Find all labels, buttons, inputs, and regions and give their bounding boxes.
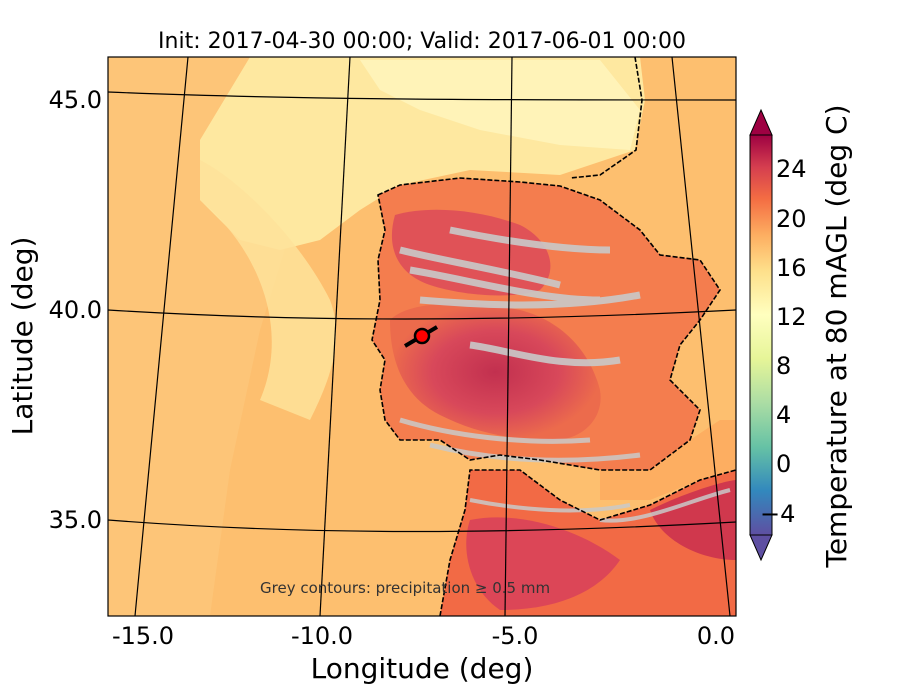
- north-sea-strip: [200, 160, 337, 420]
- colorbar-label: Temperature at 80 mAGL (deg C): [820, 104, 853, 568]
- graticule-lon-0: [671, 57, 731, 616]
- iberia-hot-core: [390, 303, 601, 441]
- north-africa-hot: [466, 517, 620, 610]
- plot-frame: [107, 56, 737, 617]
- bay-of-biscay-coolest: [360, 60, 640, 150]
- marker-point: [413, 327, 431, 345]
- colorbar-tick-label: 20: [776, 205, 807, 233]
- colorbar-bottom-arrow: [749, 534, 773, 562]
- coastline-africa: [439, 469, 736, 616]
- precip-contours-central: [399, 226, 641, 367]
- colorbar-body: [749, 134, 773, 536]
- coastline-france: [569, 57, 643, 179]
- map-area: [108, 57, 736, 616]
- x-tick-label: -5.0: [492, 622, 539, 650]
- y-tick-label: 35.0: [49, 506, 102, 534]
- colorbar-tick-label: 4: [776, 401, 791, 429]
- graticule-lat-35: [108, 519, 736, 533]
- x-tick-label: -15.0: [112, 622, 174, 650]
- colorbar-top-arrow: [749, 108, 773, 136]
- colorbar-ticks: 24 20 16 12 8 4 0 −4: [760, 155, 807, 528]
- x-tick-label: -10.0: [291, 622, 353, 650]
- colorbar-tick-label: 24: [776, 155, 807, 183]
- y-tick-label: 45.0: [49, 86, 102, 114]
- y-tick-label: 40.0: [49, 296, 102, 324]
- precip-contours-south: [399, 417, 641, 463]
- graticule-lon-minus15: [134, 57, 189, 616]
- colorbar: 24 20 16 12 8 4 0 −4 Temperature at 80 m…: [749, 104, 853, 569]
- x-tick-label: 0.0: [697, 622, 735, 650]
- station-marker: [403, 325, 439, 348]
- coastline: [371, 177, 721, 471]
- colorbar-tick-label: 16: [776, 254, 807, 282]
- y-axis-label: Latitude (deg): [6, 237, 39, 436]
- graticule-lat-45: [108, 91, 736, 101]
- chart-title: Init: 2017-04-30 00:00; Valid: 2017-06-0…: [158, 29, 686, 54]
- colorbar-tick-label: 8: [776, 352, 791, 380]
- graticule-lat-40: [108, 309, 736, 320]
- x-axis-label: Longitude (deg): [311, 652, 534, 685]
- y-axis: 45.0 40.0 35.0 Latitude (deg): [6, 86, 102, 534]
- graticule-lon-minus5: [504, 57, 513, 616]
- map-annotation: Grey contours: precipitation ≥ 0.5 mm: [260, 579, 550, 597]
- north-africa-east-hot: [650, 480, 736, 560]
- mediterranean-sea: [600, 420, 736, 500]
- x-axis: -15.0 -10.0 -5.0 0.0 Longitude (deg): [112, 622, 735, 685]
- colorbar-tick-label: 0: [776, 450, 791, 478]
- graticule-lon-minus10: [319, 57, 351, 616]
- colorbar-tick-label: 12: [776, 303, 807, 331]
- colorbar-tick-label: −4: [760, 500, 795, 528]
- precip-contours-africa: [469, 488, 731, 523]
